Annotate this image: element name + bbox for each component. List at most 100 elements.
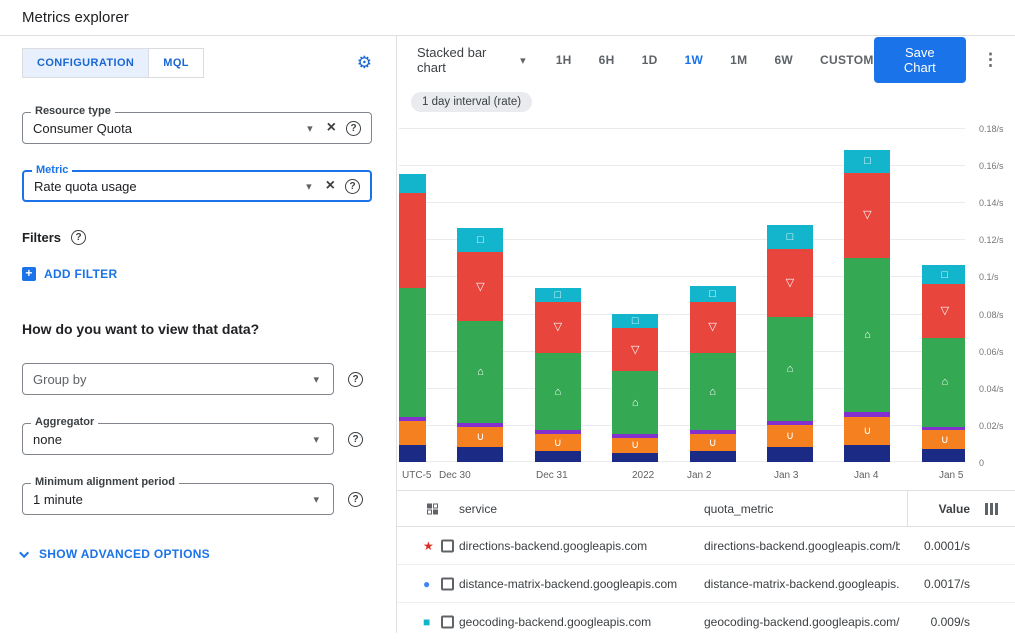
chart-panel: Stacked bar chart ▾ 1H 6H 1D 1W 1M 6W CUSTOM S… [397, 36, 1015, 639]
interval-chip: 1 day interval (rate) [411, 92, 533, 112]
row-checkbox[interactable] [441, 577, 454, 590]
bar-segment-green[interactable]: ⌂ [767, 317, 813, 422]
range-6h[interactable]: 6H [598, 53, 615, 67]
resource-type-field[interactable]: Resource type Consumer Quota ▾ × ? [22, 105, 372, 144]
bar-segment-red[interactable]: ▽ [612, 328, 659, 372]
clear-metric-icon[interactable]: × [325, 177, 335, 194]
series-marker-triangle-down-icon: ▽ [476, 280, 485, 293]
bar-segment-teal[interactable]: □ [767, 224, 813, 249]
bar-segment-navy[interactable] [612, 452, 659, 462]
bar-segment-purple[interactable] [767, 421, 813, 425]
add-filter-button[interactable]: + ADD FILTER [22, 267, 372, 281]
bar-segment-navy[interactable] [689, 450, 736, 462]
bar-segment-navy[interactable] [399, 445, 426, 462]
show-advanced-options-button[interactable]: SHOW ADVANCED OPTIONS [19, 547, 372, 561]
bar-segment-purple[interactable] [534, 430, 581, 435]
help-icon[interactable]: ? [345, 178, 360, 194]
bar-segment-red[interactable]: ▽ [534, 302, 581, 353]
alignment-period-field[interactable]: Minimum alignment period 1 minute ▾ [22, 476, 334, 515]
series-marker-triangle-down-icon: ▽ [553, 321, 563, 334]
bar-segment-orange[interactable]: ∪ [921, 430, 965, 450]
bar-segment-orange[interactable]: ∪ [767, 424, 813, 448]
bar-segment-orange[interactable]: ∪ [457, 426, 504, 448]
bar-segment-red[interactable]: ▽ [689, 302, 736, 353]
table-row[interactable]: ■ geocoding-backend.googleapis.com geocodi… [397, 603, 1015, 639]
bar-segment-navy[interactable] [767, 447, 813, 462]
bar-segment-teal[interactable] [399, 174, 426, 193]
chevron-down-icon: ▾ [306, 180, 312, 193]
metric-field[interactable]: Metric Rate quota usage ▾ × ? [22, 164, 372, 202]
range-custom[interactable]: CUSTOM [820, 53, 874, 67]
group-by-field[interactable]: Group by ▾ [22, 363, 334, 395]
bar-segment-green[interactable]: ⌂ [844, 257, 891, 412]
bar-segment-teal[interactable]: □ [457, 228, 504, 253]
bar-segment-teal[interactable]: □ [612, 313, 659, 329]
bar-segment-red[interactable]: ▽ [844, 172, 891, 258]
bar-segment-navy[interactable] [844, 445, 891, 462]
bar-segment-teal[interactable]: □ [689, 285, 736, 303]
bar-segment-green[interactable]: ⌂ [921, 337, 965, 427]
column-header-value[interactable]: Value [938, 501, 970, 516]
legend-toggle-icon[interactable] [427, 503, 438, 514]
chart-type-dropdown[interactable]: Stacked bar chart ▾ [417, 45, 530, 75]
bar-segment-green[interactable] [399, 287, 426, 418]
bar-segment-green[interactable]: ⌂ [689, 352, 736, 431]
aggregator-field[interactable]: Aggregator none ▾ [22, 416, 334, 455]
bar-segment-red[interactable] [399, 192, 426, 288]
bar-segment-red[interactable]: ▽ [767, 248, 813, 318]
bar-segment-purple[interactable] [399, 417, 426, 422]
range-1d[interactable]: 1D [641, 53, 658, 67]
range-1w[interactable]: 1W [684, 53, 704, 67]
bar-segment-purple[interactable] [457, 423, 504, 427]
table-row[interactable]: ★ directions-backend.googleapis.com direct… [397, 527, 1015, 565]
x-axis-label: Dec 30 [439, 470, 471, 481]
settings-gear-icon[interactable]: ⚙ [356, 53, 372, 72]
bar-segment-green[interactable]: ⌂ [612, 371, 659, 435]
column-settings-icon[interactable] [985, 502, 998, 515]
bar-segment-teal[interactable]: □ [921, 265, 965, 284]
chevron-down-icon: ▾ [520, 54, 526, 67]
column-header-service[interactable]: service [459, 501, 498, 516]
more-options-icon[interactable]: ⋮ [982, 50, 999, 69]
gridline [399, 202, 965, 204]
series-marker-triangle-down-icon: ▽ [708, 321, 717, 334]
bar-segment-purple[interactable] [612, 434, 659, 438]
table-row[interactable]: ● distance-matrix-backend.googleapis.com d… [397, 565, 1015, 603]
bar-segment-orange[interactable]: ∪ [689, 434, 736, 451]
range-1m[interactable]: 1M [730, 53, 748, 67]
bar-segment-green[interactable]: ⌂ [534, 352, 581, 431]
range-6w[interactable]: 6W [774, 53, 794, 67]
clear-resource-type-icon[interactable]: × [326, 119, 336, 136]
tab-configuration[interactable]: CONFIGURATION [22, 48, 150, 78]
bar-segment-orange[interactable] [399, 421, 426, 446]
bar-segment-orange[interactable]: ∪ [844, 417, 891, 446]
bar-segment-purple[interactable] [689, 430, 736, 435]
gridline [399, 165, 965, 167]
bar-segment-teal[interactable]: □ [534, 287, 581, 303]
range-1h[interactable]: 1H [555, 53, 572, 67]
bar-segment-red[interactable]: ▽ [457, 252, 504, 321]
help-icon[interactable]: ? [346, 120, 361, 136]
help-icon[interactable]: ? [348, 431, 363, 447]
bar-segment-teal[interactable]: □ [844, 150, 891, 173]
bar-segment-orange[interactable]: ∪ [534, 434, 581, 451]
bar-segment-orange[interactable]: ∪ [612, 437, 659, 453]
bar-segment-green[interactable]: ⌂ [457, 321, 504, 424]
bar-segment-navy[interactable] [534, 450, 581, 462]
help-icon[interactable]: ? [71, 230, 87, 245]
tab-mql[interactable]: MQL [149, 48, 204, 78]
bar-segment-navy[interactable] [457, 447, 504, 462]
help-icon[interactable]: ? [348, 491, 363, 507]
series-marker-triangle-down-icon: ▽ [863, 209, 872, 222]
bar-segment-navy[interactable] [921, 449, 965, 462]
help-icon[interactable]: ? [348, 371, 363, 387]
bar-segment-red[interactable]: ▽ [921, 283, 965, 338]
gridline [399, 276, 965, 278]
bar-segment-purple[interactable] [844, 411, 891, 418]
chart-type-value: Stacked bar chart [417, 45, 487, 75]
save-chart-button[interactable]: Save Chart [873, 37, 966, 83]
bar-segment-purple[interactable] [921, 426, 965, 431]
column-header-quota-metric[interactable]: quota_metric [704, 501, 774, 516]
row-checkbox[interactable] [441, 539, 454, 552]
row-checkbox[interactable] [441, 615, 454, 628]
